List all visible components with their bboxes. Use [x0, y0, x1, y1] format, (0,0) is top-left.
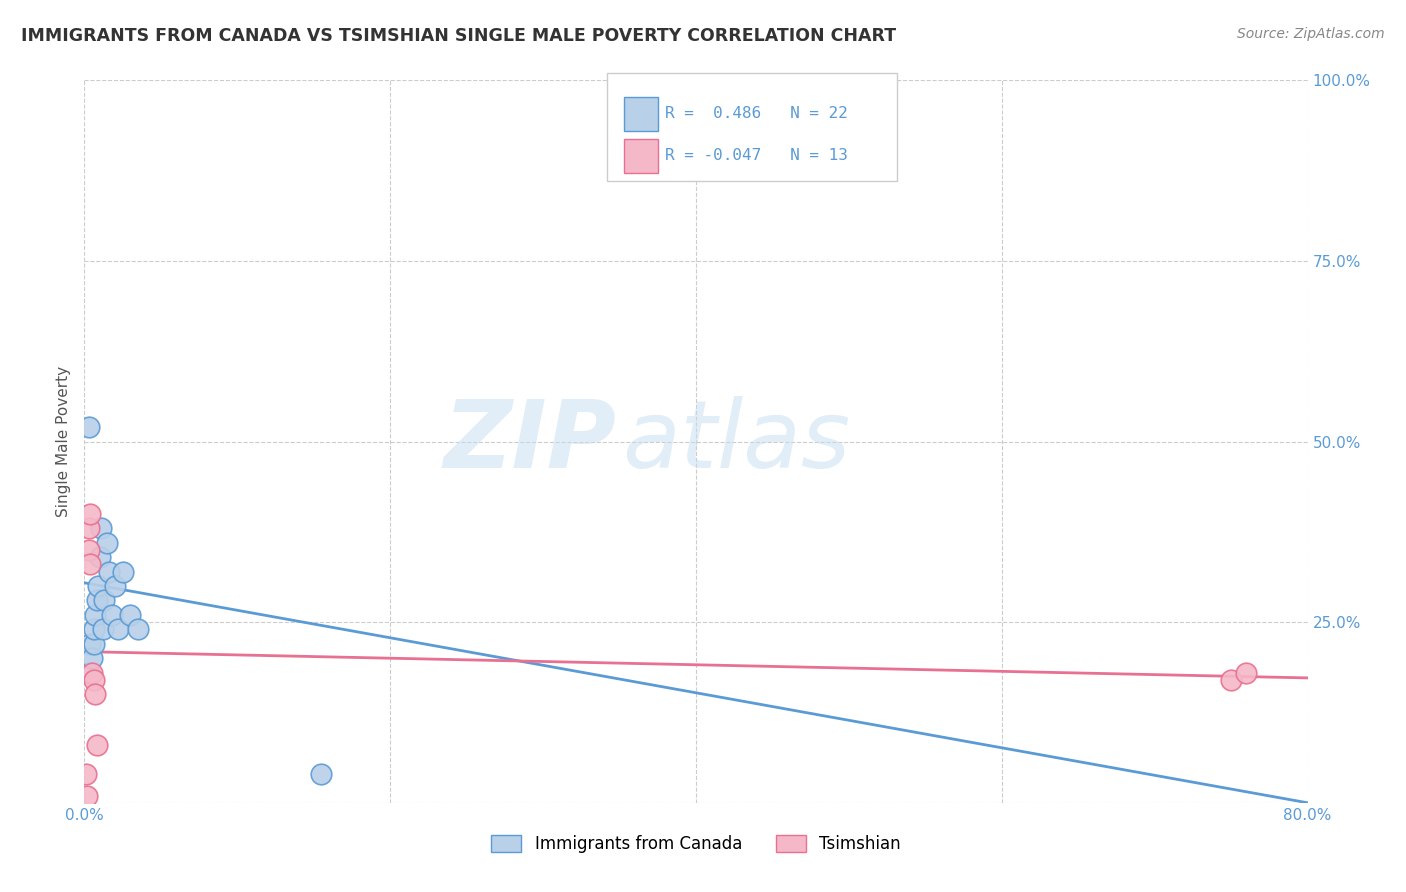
Point	[86, 738, 108, 752]
Point	[96, 535, 118, 549]
Point	[311, 767, 333, 781]
Point	[1220, 673, 1243, 687]
Text: ZIP: ZIP	[443, 395, 616, 488]
Point	[84, 607, 107, 622]
Legend: Immigrants from Canada, Tsimshian: Immigrants from Canada, Tsimshian	[485, 828, 907, 860]
Point	[86, 593, 108, 607]
Point	[101, 607, 124, 622]
Point	[83, 673, 105, 687]
Point	[89, 550, 111, 565]
Point	[77, 542, 100, 557]
Point	[79, 558, 101, 572]
Text: R = -0.047   N = 13: R = -0.047 N = 13	[665, 148, 848, 163]
Point	[1236, 665, 1258, 680]
Point	[83, 623, 105, 637]
Point	[111, 565, 134, 579]
Point	[75, 767, 97, 781]
Point	[77, 420, 100, 434]
Point	[127, 623, 149, 637]
Point	[84, 687, 107, 701]
Text: Source: ZipAtlas.com: Source: ZipAtlas.com	[1237, 27, 1385, 41]
Text: IMMIGRANTS FROM CANADA VS TSIMSHIAN SINGLE MALE POVERTY CORRELATION CHART: IMMIGRANTS FROM CANADA VS TSIMSHIAN SING…	[21, 27, 896, 45]
Point	[77, 521, 100, 535]
Y-axis label: Single Male Poverty: Single Male Poverty	[56, 366, 72, 517]
Point	[80, 651, 103, 665]
Point	[107, 623, 129, 637]
Point	[76, 789, 98, 803]
Text: atlas: atlas	[623, 396, 851, 487]
Point	[97, 565, 120, 579]
Point	[77, 665, 100, 680]
Point	[90, 521, 112, 535]
Point	[79, 507, 101, 521]
Point	[80, 665, 103, 680]
Point	[120, 607, 142, 622]
Point	[83, 637, 105, 651]
Point	[79, 637, 101, 651]
Point	[104, 579, 127, 593]
Point	[93, 593, 115, 607]
Point	[91, 623, 114, 637]
Point	[87, 579, 110, 593]
Text: R =  0.486   N = 22: R = 0.486 N = 22	[665, 106, 848, 121]
